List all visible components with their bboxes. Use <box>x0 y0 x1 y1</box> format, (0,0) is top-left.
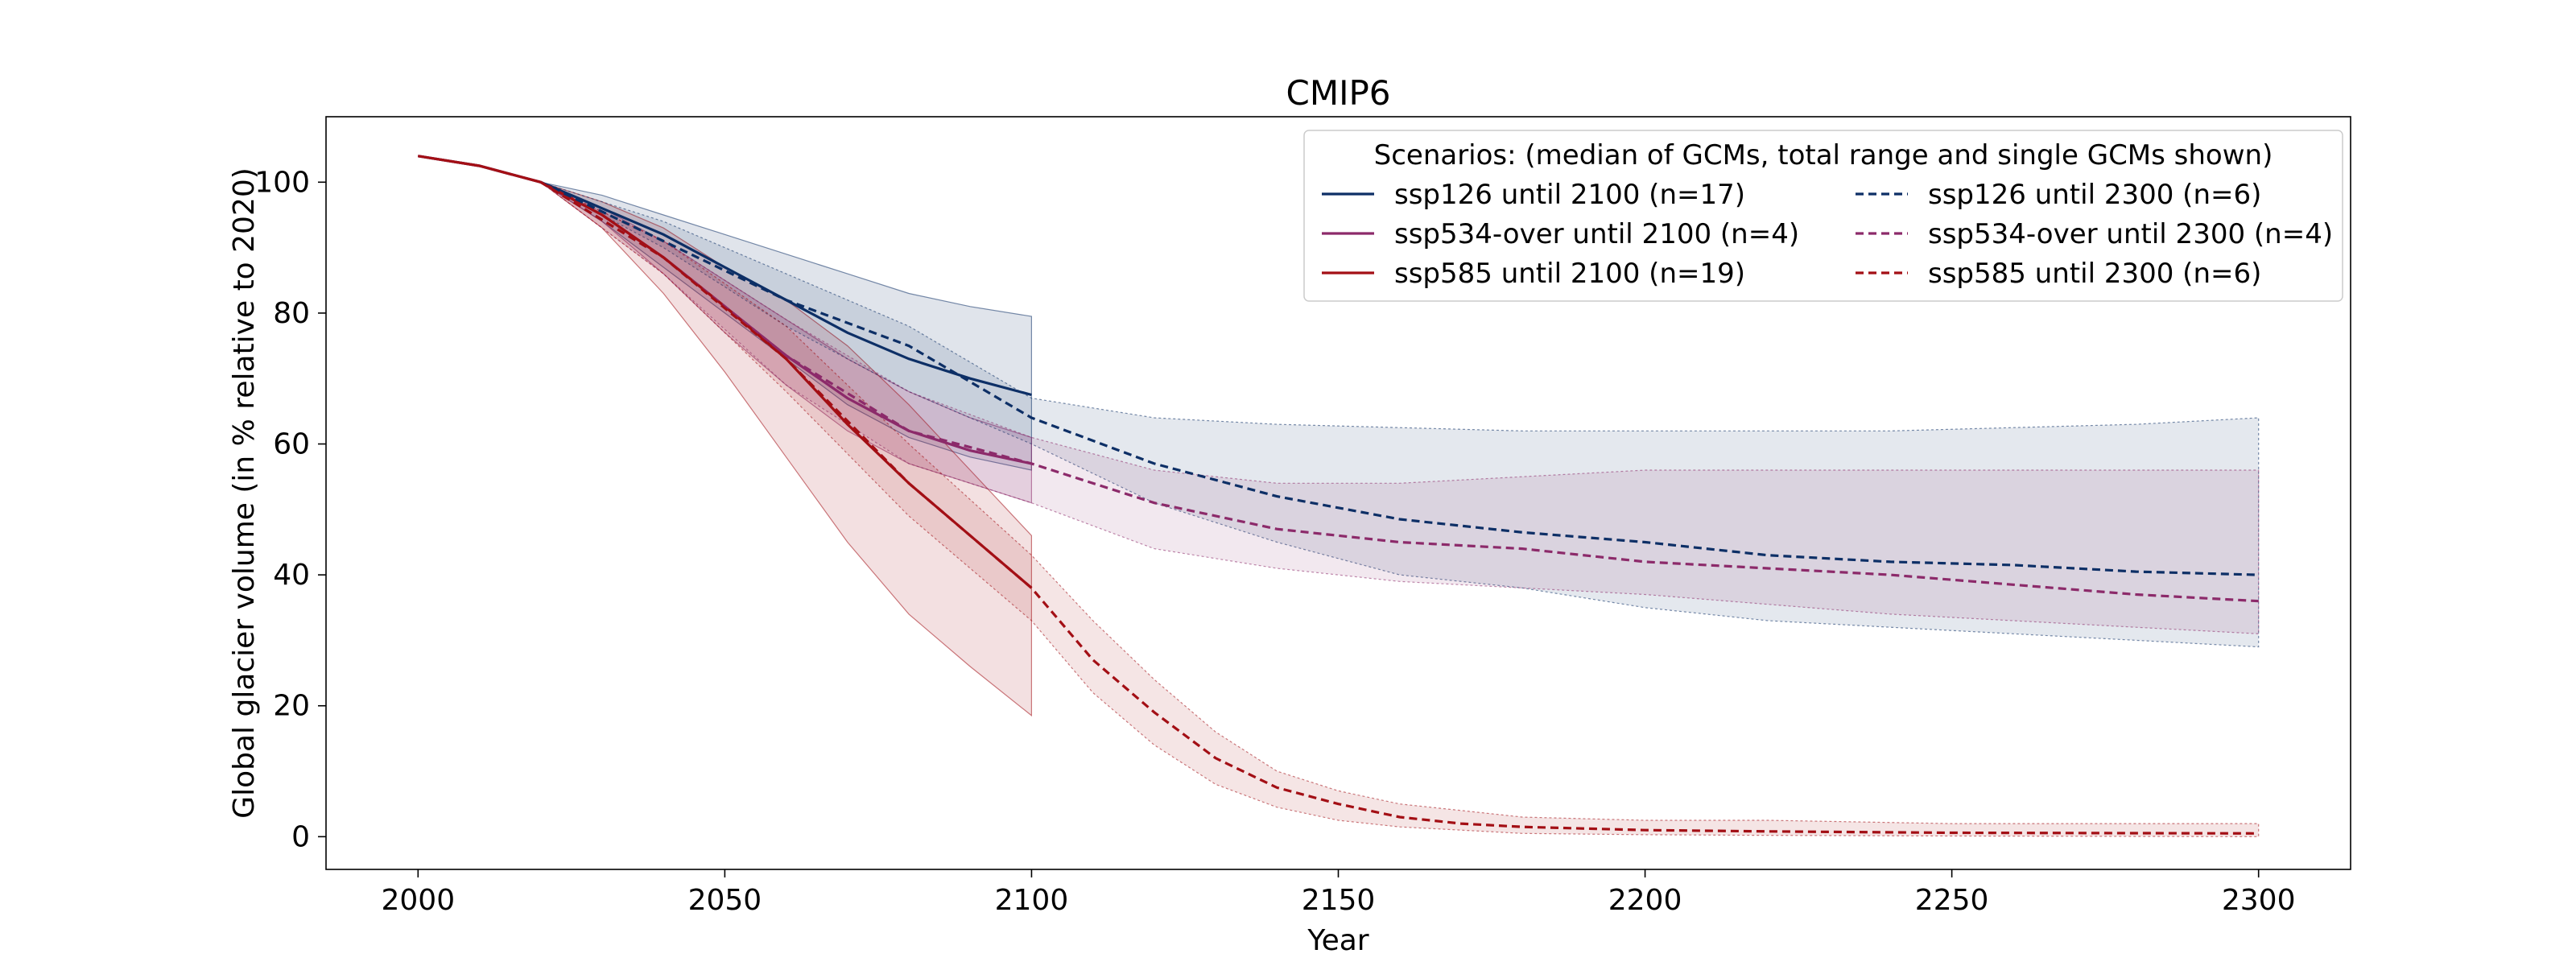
y-tick-label: 20 <box>273 690 310 723</box>
legend-entries: ssp126 until 2100 (n=17) ssp534-over unti… <box>1322 179 2333 290</box>
y-tick-label: 60 <box>273 428 310 461</box>
median-line-ssp126-until-2300-n-6 <box>540 180 2259 576</box>
x-tick-label: 2300 <box>2222 884 2296 917</box>
band-ssp534-over-until-2300-n-4 <box>540 181 2260 634</box>
x-tick-label: 2000 <box>382 884 456 917</box>
band-ssp126-until-2300-n-6 <box>540 181 2260 648</box>
legend: Scenarios: (median of GCMs, total range … <box>1303 130 2343 302</box>
legend-label-ssp126-until-2100-n-17: ssp126 until 2100 (n=17) <box>1394 179 1745 211</box>
x-tick-label: 2150 <box>1302 884 1376 917</box>
chart-title: CMIP6 <box>1286 73 1391 113</box>
x-axis-ticks: 2000 2050 2100 2150 2200 2250 2300 <box>382 869 2296 917</box>
range-bands <box>418 155 2260 837</box>
y-tick-label: 80 <box>273 297 310 330</box>
median-line-ssp534-over-until-2300-n-4 <box>539 180 2259 603</box>
legend-label-ssp585-until-2300-n-6: ssp585 until 2300 (n=6) <box>1928 258 2261 290</box>
y-tick-label: 100 <box>254 166 310 199</box>
legend-label-ssp585-until-2100-n-19: ssp585 until 2100 (n=19) <box>1394 258 1745 290</box>
legend-label-ssp126-until-2300-n-6: ssp126 until 2300 (n=6) <box>1928 179 2261 211</box>
x-axis-label: Year <box>1307 924 1368 957</box>
band-ssp126-until-2100-n-17 <box>418 155 1032 471</box>
legend-box <box>1303 130 2343 302</box>
x-tick-label: 2200 <box>1608 884 1682 917</box>
band-ssp585-until-2300-n-6 <box>540 181 2260 837</box>
legend-label-ssp534-over-until-2100-n-4: ssp534-over until 2100 (n=4) <box>1394 218 1799 250</box>
y-axis-ticks: 0 20 40 60 80 100 <box>254 166 326 853</box>
median-line-ssp585-until-2300-n-6 <box>539 180 2259 835</box>
y-tick-label: 0 <box>291 820 310 853</box>
y-axis-label: Global glacier volume (in % relative to … <box>228 167 261 819</box>
y-tick-label: 40 <box>273 559 310 592</box>
x-tick-label: 2100 <box>995 884 1069 917</box>
legend-title: Scenarios: (median of GCMs, total range … <box>1374 139 2273 171</box>
x-tick-label: 2050 <box>688 884 762 917</box>
median-lines <box>418 155 2259 835</box>
legend-label-ssp534-over-until-2300-n-4: ssp534-over until 2300 (n=4) <box>1928 218 2333 250</box>
band-ssp585-until-2100-n-19 <box>418 155 1032 717</box>
band-ssp534-over-until-2100-n-4 <box>418 155 1032 504</box>
x-tick-label: 2250 <box>1915 884 1989 917</box>
